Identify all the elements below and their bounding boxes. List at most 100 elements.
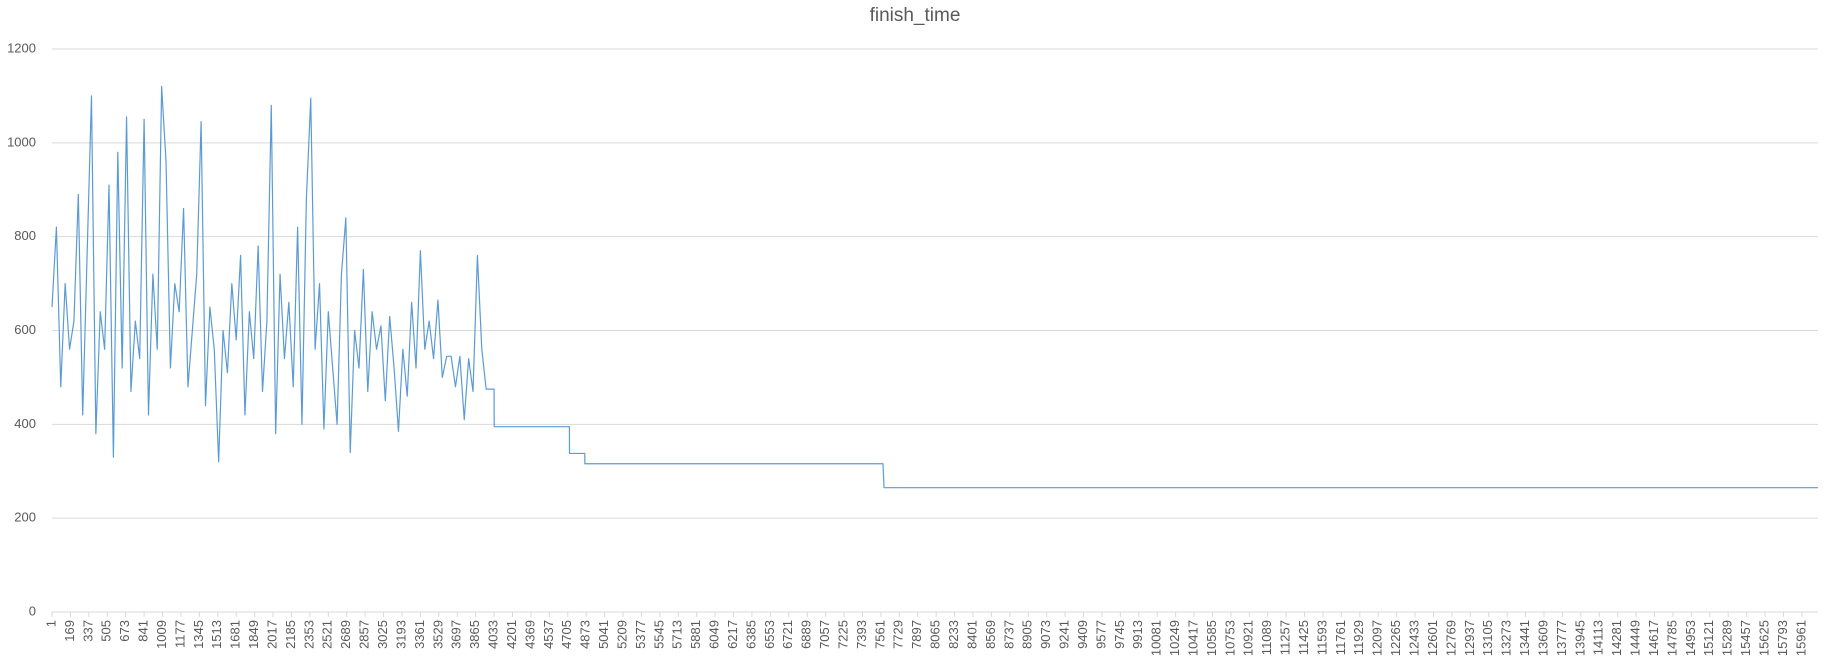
x-tick-label: 2521 [320, 620, 335, 649]
y-tick-label: 200 [14, 510, 36, 525]
x-tick-label: 169 [62, 620, 77, 642]
x-tick-label: 10417 [1185, 620, 1200, 656]
x-tick-label: 8065 [928, 620, 943, 649]
x-tick-label: 13105 [1480, 620, 1495, 656]
x-tick-label: 4033 [486, 620, 501, 649]
x-tick-label: 13441 [1517, 620, 1532, 656]
x-tick-label: 9577 [1093, 620, 1108, 649]
x-tick-label: 8737 [1001, 620, 1016, 649]
x-tick-label: 673 [117, 620, 132, 642]
x-tick-label: 11593 [1314, 620, 1329, 655]
x-tick-label: 15961 [1793, 620, 1808, 656]
x-tick-label: 6721 [780, 620, 795, 649]
x-tick-label: 2353 [301, 620, 316, 649]
y-tick-label: 600 [14, 322, 36, 337]
x-tick-label: 12601 [1425, 620, 1440, 656]
x-tick-label: 2017 [264, 620, 279, 649]
x-tick-label: 10753 [1222, 620, 1237, 656]
x-tick-label: 3697 [449, 620, 464, 649]
x-tick-label: 1177 [172, 620, 187, 648]
x-tick-label: 11257 [1278, 620, 1293, 655]
x-tick-label: 12937 [1462, 620, 1477, 656]
x-tick-label: 9073 [1038, 620, 1053, 649]
x-tick-label: 12769 [1443, 620, 1458, 656]
x-tick-label: 9745 [1112, 620, 1127, 649]
x-tick-label: 7225 [835, 620, 850, 649]
x-tick-label: 841 [136, 620, 151, 642]
x-tick-label: 15289 [1720, 620, 1735, 656]
x-tick-label: 505 [99, 620, 114, 642]
x-tick-label: 5209 [614, 620, 629, 649]
x-tick-label: 1513 [209, 620, 224, 649]
x-tick-label: 10081 [1149, 620, 1164, 656]
x-tick-label: 1 [43, 620, 58, 627]
x-tick-label: 8401 [964, 620, 979, 649]
x-tick-label: 4705 [559, 620, 574, 649]
x-tick-label: 4537 [541, 620, 556, 649]
x-tick-label: 3865 [467, 620, 482, 649]
x-tick-label: 7897 [909, 620, 924, 649]
x-tick-label: 14449 [1628, 620, 1643, 656]
y-tick-label: 400 [14, 416, 36, 431]
x-tick-label: 14281 [1609, 620, 1624, 656]
x-tick-label: 15121 [1701, 620, 1716, 656]
x-tick-label: 6553 [762, 620, 777, 649]
x-tick-label: 4201 [504, 620, 519, 649]
x-tick-label: 13777 [1554, 620, 1569, 656]
y-tick-label: 1000 [7, 134, 36, 149]
x-tick-label: 6217 [725, 620, 740, 649]
x-tick-label: 3025 [375, 620, 390, 649]
x-tick-label: 13609 [1535, 620, 1550, 656]
x-tick-label: 9913 [1130, 620, 1145, 649]
x-tick-label: 7561 [872, 620, 887, 649]
data-line [51, 85, 1818, 489]
x-tick-label: 2185 [283, 620, 298, 649]
x-tick-label: 8569 [983, 620, 998, 649]
x-tick-label: 7393 [854, 620, 869, 649]
x-tick-label: 1849 [246, 620, 261, 649]
x-tick-label: 11089 [1259, 620, 1274, 655]
x-tick-label: 6385 [743, 620, 758, 649]
x-tick-label: 14785 [1664, 620, 1679, 656]
x-tick-label: 5041 [596, 620, 611, 649]
x-tick-label: 1345 [191, 620, 206, 649]
x-tick-label: 13945 [1572, 620, 1587, 656]
x-tick-label: 3193 [393, 620, 408, 649]
x-tick-label: 11929 [1351, 620, 1366, 655]
x-tick-label: 14617 [1646, 620, 1661, 656]
x-tick-label: 2857 [357, 620, 372, 649]
x-tick-label: 14113 [1591, 620, 1606, 655]
x-tick-label: 11425 [1296, 620, 1311, 655]
x-tick-label: 4873 [578, 620, 593, 649]
x-tick-label: 10921 [1241, 620, 1256, 656]
x-tick-label: 5881 [688, 620, 703, 649]
x-tick-label: 5713 [670, 620, 685, 649]
x-tick-label: 10249 [1167, 620, 1182, 656]
x-tick-label: 6049 [707, 620, 722, 649]
y-tick-label: 800 [14, 228, 36, 243]
x-tick-label: 3529 [430, 620, 445, 649]
x-tick-label: 1009 [154, 620, 169, 649]
y-tick-label: 0 [29, 603, 36, 618]
x-tick-label: 15457 [1738, 620, 1753, 656]
x-tick-label: 4369 [522, 620, 537, 649]
x-tick-label: 7729 [891, 620, 906, 649]
x-tick-label: 5545 [651, 620, 666, 649]
x-tick-label: 12097 [1370, 620, 1385, 656]
y-tick-label: 1200 [7, 40, 36, 55]
x-tick-label: 337 [80, 620, 95, 642]
x-tick-label: 8905 [1020, 620, 1035, 649]
x-tick-label: 3361 [412, 620, 427, 649]
x-tick-label: 15793 [1775, 620, 1790, 656]
x-tick-label: 15625 [1756, 620, 1771, 656]
x-tick-label: 1681 [228, 620, 243, 649]
x-tick-label: 5377 [633, 620, 648, 649]
x-tick-label: 11761 [1333, 620, 1348, 655]
x-tick-label: 13273 [1499, 620, 1514, 656]
chart-title: finish_time [870, 5, 961, 26]
x-tick-label: 12265 [1388, 620, 1403, 656]
x-tick-label: 8233 [946, 620, 961, 649]
x-tick-label: 6889 [799, 620, 814, 649]
